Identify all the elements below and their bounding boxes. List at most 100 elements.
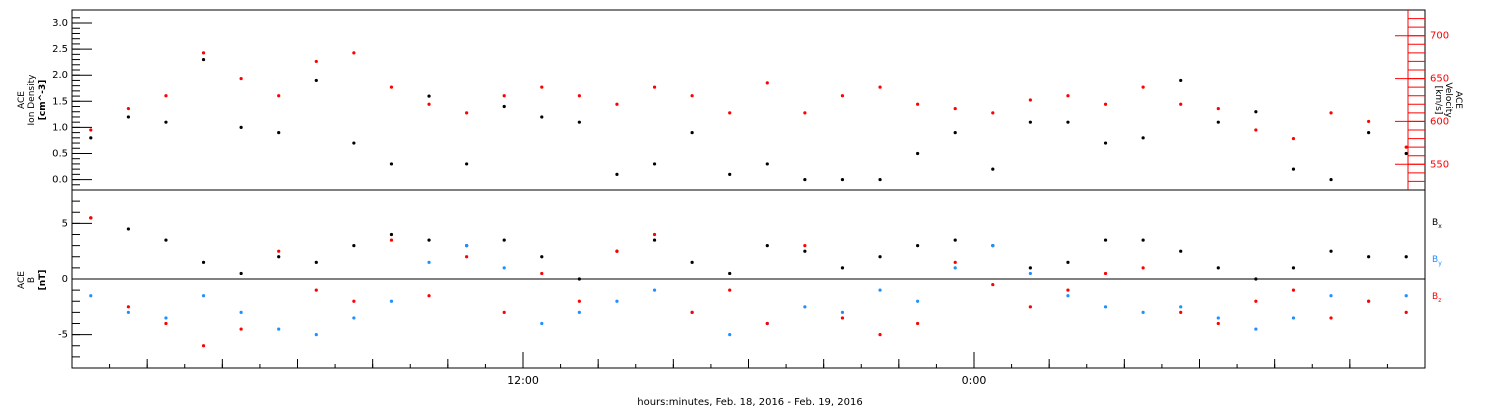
b-field-point-bx	[1028, 266, 1032, 270]
top-data-point	[878, 177, 882, 182]
top-data-point	[652, 162, 657, 166]
top-data-point	[1066, 94, 1070, 98]
b-field-point-bz	[1329, 316, 1333, 320]
b-field-point-by	[1141, 310, 1145, 314]
top-data-point	[164, 94, 168, 98]
top-data-point	[314, 78, 318, 83]
top-y2label-line3: [km/s]	[1433, 86, 1443, 115]
top-data-point	[728, 111, 732, 115]
b-field-point-bx	[1291, 266, 1296, 270]
b-field-point-by	[728, 333, 732, 337]
top-y2tick-label: 650	[1430, 74, 1449, 85]
b-field-point-bx	[164, 238, 168, 242]
b-field-point-bx	[953, 238, 957, 242]
b-field-point-bx	[1254, 277, 1258, 281]
top-data-point	[201, 51, 206, 55]
b-field-point-bz	[728, 288, 732, 292]
xtick-label: 0:00	[962, 374, 987, 387]
top-data-point	[1066, 120, 1070, 124]
b-field-point-bx	[1141, 238, 1145, 242]
top-data-point	[89, 136, 93, 140]
top-data-point	[765, 162, 769, 166]
top-data-point	[577, 94, 581, 98]
b-field-point-bz	[652, 232, 657, 237]
top-ytick-label: 3.0	[52, 18, 68, 29]
top-data-point	[765, 81, 769, 85]
top-ylabel: ACE Ion Density [cm^-3]	[17, 74, 48, 126]
b-field-point-by	[1291, 316, 1296, 320]
top-data-point	[1329, 111, 1333, 115]
top-data-point	[1291, 167, 1296, 171]
b-field-point-by	[164, 316, 168, 320]
b-field-point-by	[1404, 294, 1408, 298]
top-data-point	[615, 102, 619, 106]
b-field-point-bx	[652, 238, 657, 242]
top-y2label-line2: Velocity	[1443, 82, 1453, 118]
b-field-point-bz	[803, 244, 807, 248]
b-field-point-bx	[803, 249, 807, 253]
b-field-point-bz	[164, 321, 168, 326]
bottom-ylabel-line3: [nT]	[38, 270, 48, 291]
top-data-point	[1367, 131, 1371, 135]
top-ytick-label: 0.5	[52, 148, 68, 159]
x-axis-title: hours:minutes, Feb. 18, 2016 - Feb. 19, …	[637, 397, 862, 408]
b-field-point-bz	[126, 305, 130, 309]
top-data-point	[201, 57, 206, 62]
b-field-point-bz	[389, 238, 394, 242]
top-data-point	[239, 76, 243, 81]
b-field-point-bx	[1404, 255, 1408, 259]
b-field-point-bz	[540, 271, 544, 276]
top-data-point	[502, 104, 506, 109]
b-field-point-by	[427, 260, 431, 264]
b-field-point-by	[577, 310, 581, 314]
bottom-ylabel-line2: B	[27, 277, 37, 283]
legend: Bx By Bz	[1432, 218, 1442, 304]
b-field-point-bx	[352, 244, 356, 248]
top-data-point	[314, 59, 318, 64]
top-ylabel-line2: Ion Density	[27, 74, 37, 126]
b-field-point-by	[991, 244, 995, 248]
legend-by: By	[1432, 255, 1442, 267]
top-data-point	[389, 85, 394, 89]
top-data-point	[1291, 136, 1296, 141]
top-data-point	[991, 111, 995, 115]
b-field-point-bx	[1179, 249, 1183, 253]
top-data-point	[916, 151, 920, 156]
b-field-point-bx	[690, 260, 694, 264]
top-data-point	[352, 141, 356, 145]
b-field-point-by	[1103, 305, 1108, 309]
b-field-point-bx	[840, 266, 845, 270]
top-data-point	[615, 172, 619, 176]
top-y2label-line1: ACE	[1453, 91, 1463, 109]
b-field-point-bz	[953, 260, 957, 264]
b-field-point-by	[465, 244, 469, 248]
b-field-point-bz	[314, 288, 318, 292]
top-y2tick-label: 600	[1430, 116, 1449, 127]
top-data-point	[277, 131, 281, 135]
b-field-point-by	[615, 299, 619, 303]
b-field-point-by	[540, 321, 544, 326]
b-field-point-by	[126, 310, 130, 314]
top-data-point	[690, 131, 694, 135]
top-data-point	[239, 125, 243, 129]
bottom-ytick-label: 5	[62, 218, 68, 229]
top-data-point	[690, 94, 694, 98]
b-field-point-bz	[1179, 310, 1183, 314]
top-data-point	[1404, 145, 1408, 149]
top-data-point	[1254, 128, 1258, 132]
b-field-point-by	[314, 333, 318, 337]
top-y2tick-label: 550	[1430, 159, 1449, 170]
b-field-point-bx	[126, 227, 130, 231]
b-field-point-bx	[577, 277, 581, 281]
b-field-point-bz	[1254, 299, 1258, 303]
top-data-point	[840, 94, 845, 98]
bottom-panel-axes: -5 0 5 12:00 0:00	[58, 200, 1426, 387]
legend-bz: Bz	[1432, 292, 1441, 304]
top-data-point	[1103, 102, 1108, 106]
top-ytick-label: 2.0	[52, 70, 68, 81]
top-data-point	[803, 177, 807, 182]
b-field-point-bz	[201, 344, 206, 348]
b-field-point-bx	[765, 244, 769, 248]
top-data-point	[840, 177, 845, 182]
b-field-point-bz	[577, 299, 581, 303]
